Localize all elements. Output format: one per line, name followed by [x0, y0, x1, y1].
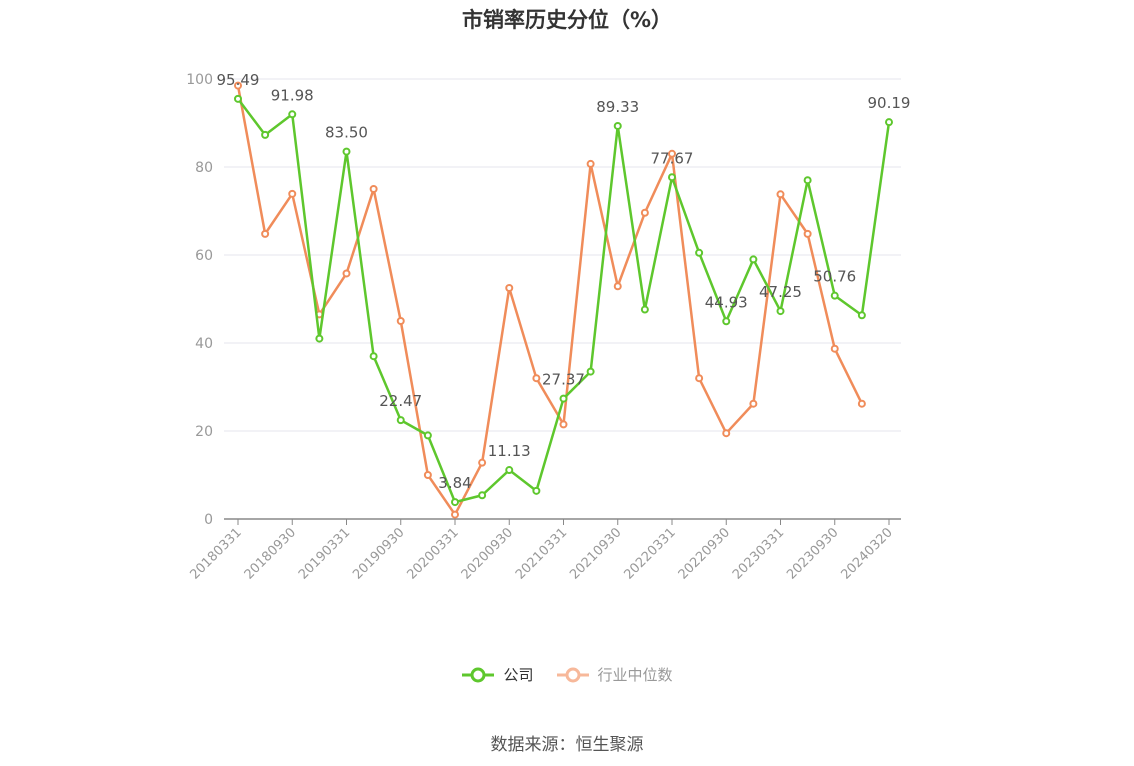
data-point-company[interactable]: [586, 367, 595, 376]
data-label: 3.84: [438, 474, 471, 492]
data-labels: 95.49 91.98 83.50 22.47 3.84 11.13 27.37 89.33 7…: [217, 71, 911, 492]
x-tick-label: 20240320: [838, 525, 895, 582]
x-tick-label: 20210930: [567, 525, 624, 582]
data-point-company[interactable]: [288, 110, 297, 119]
y-tick-label: 100: [186, 72, 213, 88]
data-point-industry[interactable]: [776, 190, 785, 199]
data-point-company[interactable]: [857, 311, 866, 320]
x-tick-label: 20190331: [296, 525, 353, 582]
data-point-industry[interactable]: [695, 374, 704, 383]
data-point-company[interactable]: [532, 486, 541, 495]
legend-industry-label: 行业中位数: [597, 666, 673, 684]
data-point-industry[interactable]: [478, 458, 487, 467]
line-chart: 0 20 40 60 80 100 2018033120180930201903312019…: [186, 71, 911, 583]
data-point-industry[interactable]: [640, 208, 649, 217]
x-tick-label: 20180331: [187, 525, 244, 582]
chart-title: 市销率历史分位（%）: [461, 8, 673, 32]
series-line-industry: [236, 85, 863, 516]
data-point-industry[interactable]: [451, 510, 459, 519]
data-label: 89.33: [596, 98, 639, 116]
data-point-company[interactable]: [722, 317, 731, 326]
x-tick-label: 20200930: [459, 525, 516, 582]
data-point-company[interactable]: [261, 130, 270, 139]
data-point-company[interactable]: [369, 352, 378, 361]
source-note: 数据来源：恒生聚源: [490, 735, 644, 755]
data-point-industry[interactable]: [722, 429, 731, 438]
data-point-company[interactable]: [640, 305, 649, 314]
x-tick-label: 20210331: [513, 525, 570, 582]
data-point-company[interactable]: [668, 173, 676, 182]
data-label: 27.37: [542, 371, 585, 389]
data-point-company[interactable]: [885, 118, 893, 127]
data-label: 11.13: [488, 442, 531, 460]
data-point-company[interactable]: [505, 466, 514, 475]
series-lines: [234, 81, 893, 519]
y-tick-label: 40: [195, 336, 213, 352]
data-point-industry[interactable]: [559, 420, 568, 429]
data-label: 22.47: [379, 392, 422, 410]
data-point-industry[interactable]: [668, 149, 676, 158]
data-point-industry[interactable]: [261, 229, 270, 238]
data-point-industry[interactable]: [803, 229, 812, 238]
legend-industry-icon: [556, 667, 589, 682]
data-point-company[interactable]: [315, 334, 324, 343]
x-tick-label: 20220331: [621, 525, 678, 582]
data-label: 90.19: [868, 94, 911, 112]
data-point-company[interactable]: [749, 255, 758, 264]
data-point-industry[interactable]: [369, 185, 378, 193]
data-label: 50.76: [813, 268, 856, 286]
data-point-company[interactable]: [478, 491, 487, 500]
y-tick-label: 60: [195, 248, 213, 264]
y-tick-label: 20: [195, 424, 213, 440]
data-label: 44.93: [705, 293, 748, 311]
x-tick-label: 20200331: [404, 525, 461, 582]
data-point-company[interactable]: [559, 394, 568, 403]
data-point-industry[interactable]: [234, 81, 242, 90]
data-point-industry[interactable]: [532, 374, 541, 383]
x-tick-label: 20230930: [784, 525, 841, 582]
data-label: 95.49: [217, 71, 260, 89]
data-point-company[interactable]: [342, 147, 351, 156]
data-point-industry[interactable]: [288, 189, 297, 198]
data-point-company[interactable]: [396, 416, 405, 425]
data-point-industry[interactable]: [396, 317, 405, 325]
data-point-industry[interactable]: [857, 399, 866, 408]
legend-company-label: 公司: [503, 666, 534, 684]
data-label: 91.98: [271, 86, 314, 104]
data-point-industry[interactable]: [586, 159, 595, 168]
data-point-company[interactable]: [695, 248, 704, 257]
data-label: 83.50: [325, 124, 368, 142]
x-tick-label: 20230331: [730, 525, 787, 582]
axes: 0 20 40 60 80 100 2018033120180930201903312019…: [186, 72, 901, 583]
y-tick-label: 80: [195, 160, 213, 176]
x-tick-label: 20180930: [242, 525, 299, 582]
x-tick-label: 20190930: [350, 525, 407, 582]
data-point-company[interactable]: [776, 307, 785, 316]
data-point-company[interactable]: [803, 176, 812, 185]
data-point-company[interactable]: [830, 291, 839, 300]
y-tick-label: 0: [204, 512, 213, 528]
data-label: 77.67: [651, 149, 694, 167]
data-label: 47.25: [759, 283, 802, 301]
data-point-industry[interactable]: [505, 284, 514, 292]
legend-item-company[interactable]: 公司: [461, 664, 534, 685]
x-tick-label: 20220930: [676, 525, 733, 582]
data-point-industry[interactable]: [613, 282, 622, 291]
legend-item-industry[interactable]: 行业中位数: [556, 664, 673, 685]
grid-lines: [224, 78, 901, 432]
data-point-industry[interactable]: [423, 471, 432, 479]
data-point-industry[interactable]: [749, 399, 758, 408]
legend-company-icon: [462, 667, 495, 682]
legend: 公司 行业中位数: [0, 664, 1134, 685]
data-point-company[interactable]: [451, 498, 459, 507]
data-point-industry[interactable]: [342, 269, 351, 278]
data-point-company[interactable]: [613, 121, 622, 130]
data-point-company[interactable]: [423, 431, 432, 440]
data-point-industry[interactable]: [830, 344, 839, 353]
data-point-company[interactable]: [234, 94, 242, 103]
